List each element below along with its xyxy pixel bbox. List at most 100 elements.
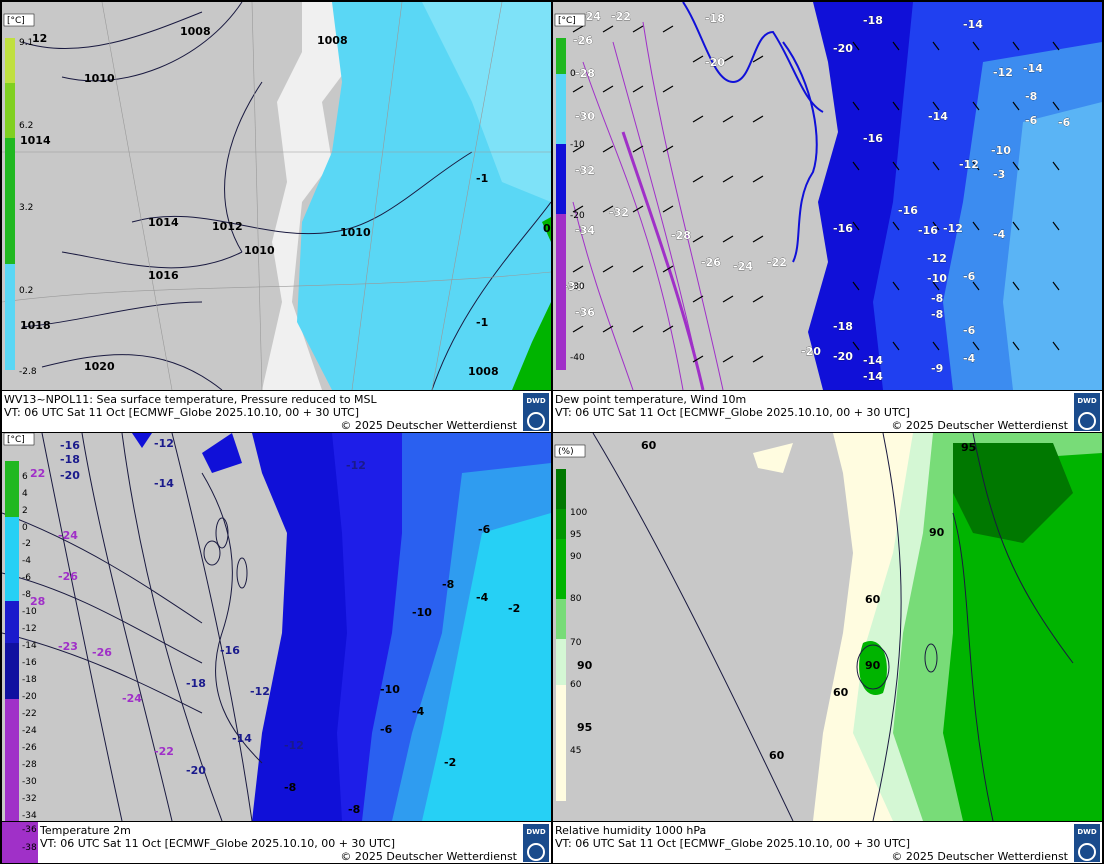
- valid-time: VT: 06 UTC Sat 11 Oct [ECMWF_Globe 2025.…: [555, 837, 911, 850]
- svg-text:-8: -8: [931, 292, 943, 305]
- svg-text:1016: 1016: [148, 269, 179, 282]
- panel-sst[interactable]: 12 1008 1008 1010 1014 1014 1012 1010 10…: [2, 2, 551, 432]
- sst-legend: [°C] 9.1 6.2 3.2 0.2 -2.8: [3, 13, 37, 377]
- svg-text:-18: -18: [863, 14, 883, 27]
- svg-text:-18: -18: [60, 453, 80, 466]
- t2m-legend: [°C] 6 4 2 0 -2 -4 -6 -8 -10 -12 -14 -16…: [3, 433, 37, 821]
- svg-text:-30: -30: [22, 777, 37, 787]
- svg-text:0.2: 0.2: [19, 286, 33, 296]
- svg-text:-28: -28: [575, 67, 595, 80]
- svg-text:-2: -2: [22, 539, 31, 549]
- svg-text:-6: -6: [1058, 116, 1071, 129]
- svg-text:12: 12: [32, 32, 47, 45]
- svg-text:-2: -2: [444, 756, 456, 769]
- svg-text:-12: -12: [943, 222, 963, 235]
- svg-text:-22: -22: [22, 709, 37, 719]
- svg-text:-8: -8: [1025, 90, 1037, 103]
- svg-text:-4: -4: [993, 228, 1006, 241]
- panel-title: Relative humidity 1000 hPa: [555, 824, 707, 837]
- svg-text:-12: -12: [993, 66, 1013, 79]
- svg-text:-3: -3: [993, 168, 1005, 181]
- svg-text:-16: -16: [22, 658, 37, 668]
- svg-text:90: 90: [577, 659, 593, 672]
- copyright: © 2025 Deutscher Wetterdienst: [891, 419, 1068, 432]
- svg-text:-10: -10: [927, 272, 947, 285]
- svg-text:-20: -20: [801, 345, 821, 358]
- dwd-logo-icon: DWD: [523, 824, 549, 862]
- svg-text:3.2: 3.2: [19, 203, 33, 213]
- svg-text:45: 45: [570, 746, 581, 756]
- svg-text:28: 28: [30, 595, 45, 608]
- panel-dewpoint[interactable]: -24 -22 -18 -18 -14 -26 -20 -20 -14 -12 …: [553, 2, 1102, 432]
- svg-text:60: 60: [641, 439, 657, 452]
- svg-text:-20: -20: [186, 764, 206, 777]
- sst-map[interactable]: 12 1008 1008 1010 1014 1014 1012 1010 10…: [2, 2, 551, 390]
- rh1000-map[interactable]: 60 95 90 60 90 60 90 95 60 (%) 100: [553, 433, 1102, 821]
- svg-text:60: 60: [570, 680, 582, 690]
- svg-text:-2: -2: [508, 602, 520, 615]
- svg-text:-18: -18: [22, 675, 37, 685]
- svg-text:-14: -14: [232, 732, 252, 745]
- svg-text:-4: -4: [22, 556, 31, 566]
- svg-text:95: 95: [961, 441, 976, 454]
- svg-text:-20: -20: [22, 692, 37, 702]
- svg-text:-6: -6: [963, 324, 976, 337]
- svg-text:-8: -8: [284, 781, 296, 794]
- svg-text:-12: -12: [927, 252, 947, 265]
- svg-text:1010: 1010: [84, 72, 115, 85]
- svg-text:22: 22: [30, 467, 45, 480]
- svg-text:-10: -10: [991, 144, 1011, 157]
- svg-text:-20: -20: [833, 350, 853, 363]
- svg-text:[°C]: [°C]: [7, 16, 25, 26]
- svg-text:0: 0: [22, 523, 28, 533]
- svg-text:-16: -16: [918, 224, 938, 237]
- svg-text:-4: -4: [412, 705, 425, 718]
- dwd-logo-icon: DWD: [1074, 393, 1100, 431]
- svg-text:-26: -26: [58, 570, 78, 583]
- svg-text:-14: -14: [22, 641, 37, 651]
- svg-text:-10: -10: [22, 607, 37, 617]
- panel-title: Temperature 2m: [40, 824, 131, 837]
- svg-text:-4: -4: [963, 352, 976, 365]
- svg-text:4: 4: [22, 489, 28, 499]
- svg-text:-12: -12: [250, 685, 270, 698]
- svg-text:-16: -16: [863, 132, 883, 145]
- svg-text:-22: -22: [154, 745, 174, 758]
- svg-text:-14: -14: [963, 18, 983, 31]
- svg-text:-22: -22: [611, 10, 631, 23]
- svg-text:-28: -28: [671, 229, 691, 242]
- svg-text:-24: -24: [58, 529, 78, 542]
- svg-text:95: 95: [570, 530, 581, 540]
- svg-text:-8: -8: [442, 578, 454, 591]
- valid-time: VT: 06 UTC Sat 11 Oct [ECMWF_Globe 2025.…: [40, 837, 396, 850]
- svg-text:-10: -10: [412, 606, 432, 619]
- dewpoint-map[interactable]: -24 -22 -18 -18 -14 -26 -20 -20 -14 -12 …: [553, 2, 1102, 390]
- svg-text:-32: -32: [609, 206, 629, 219]
- svg-text:-20: -20: [705, 56, 725, 69]
- panel-rh1000[interactable]: 60 95 90 60 90 60 90 95 60 (%) 100: [553, 433, 1102, 863]
- svg-text:1010: 1010: [244, 244, 275, 257]
- svg-text:100: 100: [570, 508, 587, 518]
- dewpoint-legend: [°C] 0 -10 -20 -30 -40: [554, 13, 586, 370]
- svg-text:[°C]: [°C]: [558, 16, 576, 26]
- svg-text:-6: -6: [1025, 114, 1038, 127]
- t2m-caption: Temperature 2m VT: 06 UTC Sat 11 Oct [EC…: [2, 821, 551, 863]
- svg-text:1020: 1020: [84, 360, 115, 373]
- svg-text:-14: -14: [928, 110, 948, 123]
- copyright: © 2025 Deutscher Wetterdienst: [340, 419, 517, 432]
- svg-text:1014: 1014: [20, 134, 51, 147]
- svg-text:60: 60: [769, 749, 785, 762]
- svg-text:-26: -26: [92, 646, 112, 659]
- svg-text:60: 60: [833, 686, 849, 699]
- svg-text:-14: -14: [863, 370, 883, 383]
- svg-text:-8: -8: [348, 803, 360, 816]
- svg-text:-24: -24: [22, 726, 37, 736]
- svg-text:-6: -6: [380, 723, 393, 736]
- panel-t2m[interactable]: -16 -18 -20 -12 -14 -12 22 -24 -26 28 -2…: [2, 433, 551, 863]
- t2m-map[interactable]: -16 -18 -20 -12 -14 -12 22 -24 -26 28 -2…: [2, 433, 551, 821]
- svg-text:0: 0: [570, 69, 576, 79]
- svg-text:90: 90: [865, 659, 881, 672]
- dwd-logo-icon: DWD: [1074, 824, 1100, 862]
- svg-text:-34: -34: [22, 811, 37, 821]
